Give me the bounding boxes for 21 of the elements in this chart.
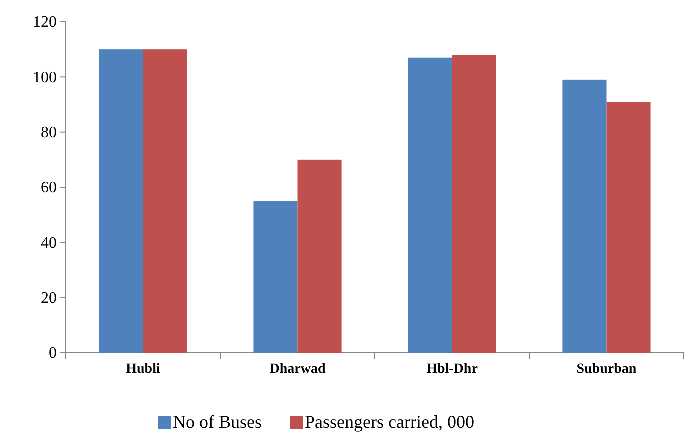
x-tick-label: Hubli bbox=[126, 362, 160, 377]
bar bbox=[298, 160, 342, 353]
bar bbox=[254, 201, 298, 353]
bar bbox=[408, 58, 452, 353]
bar bbox=[452, 55, 496, 353]
bar bbox=[143, 50, 188, 353]
x-tick-label: Dharwad bbox=[270, 362, 326, 377]
y-tick-label: 20 bbox=[41, 290, 57, 307]
bar bbox=[562, 80, 607, 353]
bar bbox=[99, 50, 144, 353]
legend-label: Passengers carried, 000 bbox=[305, 412, 474, 432]
y-tick-label: 0 bbox=[49, 345, 57, 362]
legend-label: No of Buses bbox=[173, 412, 262, 432]
y-tick-label: 120 bbox=[33, 14, 57, 32]
x-tick-label: Hbl-Dhr bbox=[426, 362, 478, 377]
y-tick-label: 60 bbox=[41, 180, 57, 197]
x-tick-label: Suburban bbox=[576, 362, 637, 377]
y-tick-label: 80 bbox=[41, 124, 57, 142]
y-tick-label: 40 bbox=[41, 234, 57, 252]
y-tick-label: 100 bbox=[33, 69, 57, 86]
bar bbox=[606, 102, 651, 353]
